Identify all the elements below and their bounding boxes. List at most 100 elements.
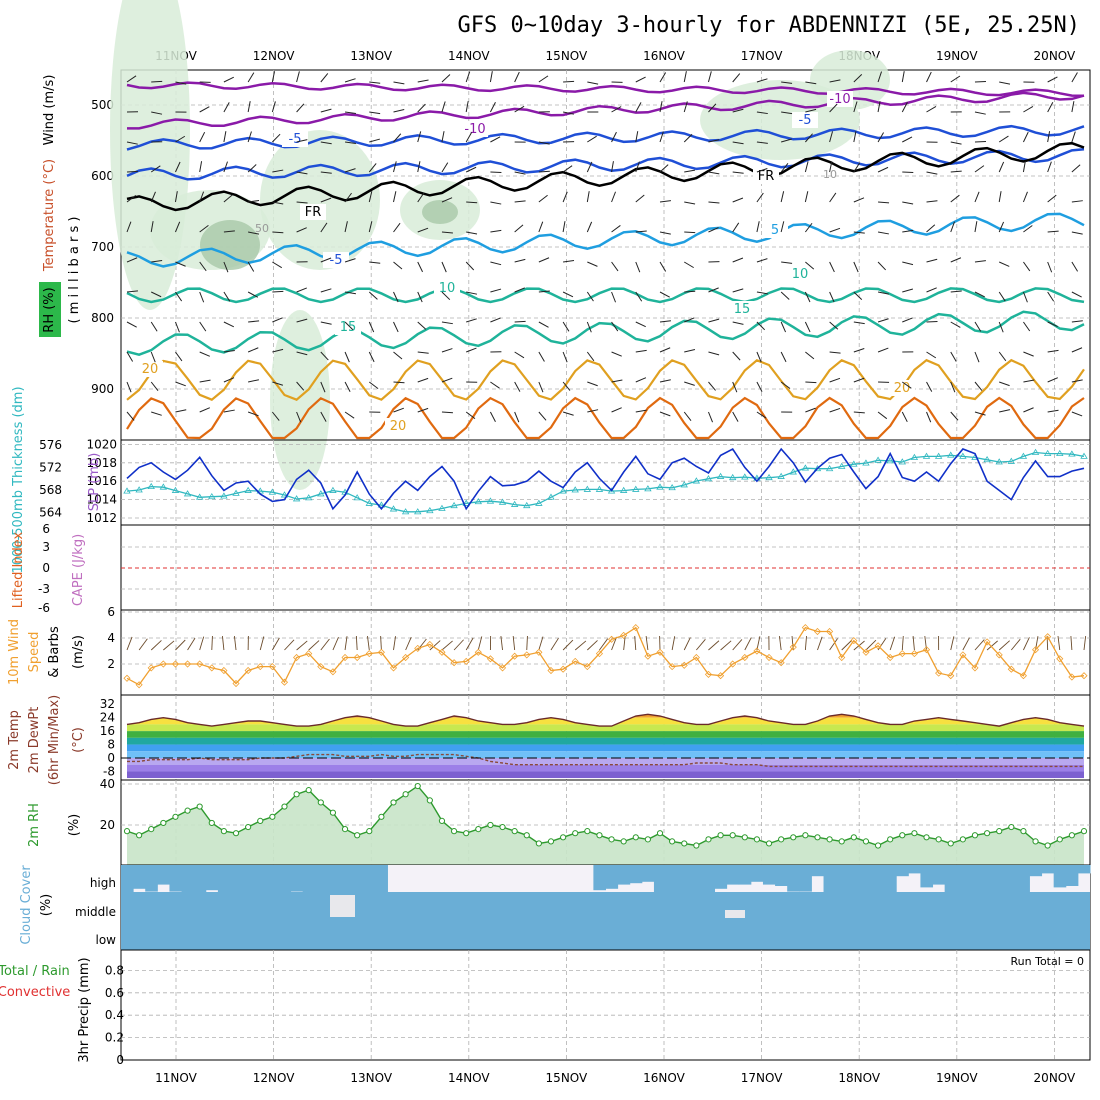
rh-shading-dark	[422, 200, 458, 224]
wind-barb	[296, 139, 308, 143]
wind-barb	[1047, 161, 1052, 173]
ylabel-wind-c: & Barbs	[47, 626, 62, 678]
wind-speed-point	[947, 672, 955, 680]
rh-legend-swatch	[39, 282, 61, 337]
wind-barb	[998, 191, 1002, 203]
wind-barb	[756, 78, 768, 83]
wind-barb	[732, 321, 744, 325]
wind-barb	[247, 261, 255, 272]
surface-wind-barb	[1010, 638, 1021, 651]
wind-tick: 4	[107, 631, 115, 645]
ylabel-precip-a: Total / Rain	[0, 964, 70, 979]
rh-point	[257, 817, 264, 825]
precip-tick: 0.4	[105, 1008, 124, 1022]
surface-wind-barb	[986, 640, 998, 651]
wind-barb	[490, 317, 501, 323]
wind-barb	[248, 379, 260, 383]
rh-point	[499, 823, 506, 831]
cloud-high-bar	[1077, 865, 1091, 874]
wind-barb	[999, 81, 1011, 85]
wind-barb	[441, 348, 453, 353]
cloud-high-bar	[871, 865, 885, 893]
wind-speed-point	[438, 648, 446, 656]
li-tick: 3	[42, 540, 50, 554]
wind-barb	[538, 170, 550, 173]
isotherm-label-bg	[137, 361, 163, 377]
wind-barb	[877, 261, 887, 271]
wind-speed-point	[1044, 633, 1052, 641]
rh-point	[729, 832, 736, 839]
wind-barb	[683, 261, 694, 269]
isotherm-label-bg	[323, 252, 349, 268]
date-label-bottom: 15NOV	[546, 1071, 588, 1085]
wind-barb	[805, 351, 815, 360]
wind-barb	[199, 351, 210, 357]
wind-barb	[344, 258, 356, 263]
slp-panel-frame	[120, 439, 1091, 526]
wind-barb	[514, 258, 526, 263]
wind-barb	[804, 222, 813, 233]
surface-wind-barb	[175, 639, 186, 651]
wind-speed-point	[826, 627, 834, 636]
wind-barb	[175, 161, 181, 173]
wind-speed-point	[801, 624, 809, 632]
thickness-point	[983, 455, 991, 463]
rh-point	[911, 830, 918, 837]
wind-barb	[514, 381, 521, 392]
wind-barb	[611, 291, 617, 303]
wind-barb	[998, 221, 1005, 233]
thickness-point	[268, 488, 277, 495]
cloud-high-bar	[157, 865, 170, 885]
wind-barb	[1071, 164, 1081, 173]
cloud-high-bar	[896, 865, 909, 877]
rh-point	[838, 838, 845, 845]
surface-wind-barb	[841, 639, 853, 651]
cloud-high-bar	[678, 865, 691, 893]
wind-speed-point	[620, 631, 628, 639]
precip-tick: 0	[116, 1053, 124, 1067]
wind-barb	[1047, 409, 1059, 413]
wind-barb	[490, 201, 502, 205]
thickness-point	[305, 494, 313, 501]
wind-barb	[150, 165, 161, 173]
thickness-line	[126, 451, 1085, 513]
wind-barb	[126, 381, 132, 393]
wind-barb	[998, 135, 1009, 143]
wind-barb	[417, 161, 421, 173]
rh-point	[681, 840, 688, 847]
surface-wind-barb	[405, 636, 412, 651]
rh-point	[438, 817, 446, 825]
wind-barb	[684, 317, 695, 323]
wind-barb	[247, 131, 252, 143]
wind-barb	[175, 409, 187, 413]
ylabel-temperature: Temperature (°C)	[42, 159, 57, 272]
wind-barb	[781, 111, 793, 115]
rh-point	[390, 799, 397, 806]
wind-barb	[199, 291, 205, 303]
wind-barb	[272, 201, 284, 205]
wind-barb	[684, 231, 696, 234]
wind-barb	[344, 168, 356, 173]
wind-barb	[126, 141, 138, 145]
wind-barb	[950, 321, 961, 328]
surface-wind-barb	[587, 640, 598, 651]
top-date-axis: 11NOV12NOV13NOV14NOV15NOV16NOV17NOV18NOV…	[155, 49, 1076, 63]
wind-barb	[926, 200, 938, 203]
date-label-top: 14NOV	[448, 49, 490, 63]
surface-wind-barb	[296, 640, 308, 651]
wind-barb	[684, 201, 696, 205]
surface-wind-barb	[441, 640, 453, 651]
wind-barb	[174, 321, 180, 333]
wind-speed-point	[208, 664, 216, 672]
wind-speed-point	[159, 660, 167, 668]
thickness-point	[1043, 449, 1052, 456]
rh-shading	[700, 80, 860, 160]
ylabel-precip-b: Convective	[0, 985, 70, 1000]
wind-barb	[902, 171, 914, 174]
wind-barb	[1047, 76, 1058, 83]
wind-barb	[490, 288, 502, 293]
wind-barb	[829, 351, 841, 354]
thickness-point	[741, 473, 749, 480]
cloud-high-bar	[908, 865, 921, 874]
wind-barb	[853, 321, 865, 325]
